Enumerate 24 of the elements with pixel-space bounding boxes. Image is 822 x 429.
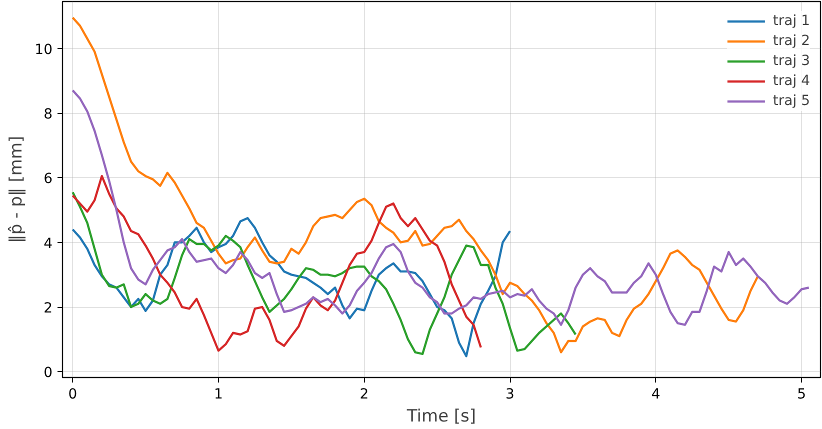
x-tick-label: 2 bbox=[360, 386, 369, 402]
x-tick-label: 5 bbox=[797, 386, 806, 402]
y-tick-label: 6 bbox=[44, 171, 53, 188]
line-series bbox=[72, 191, 577, 355]
x-axis-title: Time [s] bbox=[406, 406, 476, 426]
y-tick-label: 2 bbox=[44, 300, 53, 317]
line-series bbox=[72, 16, 759, 354]
line-series bbox=[72, 217, 512, 358]
line-series bbox=[72, 174, 482, 352]
x-tick-label: 3 bbox=[506, 386, 514, 402]
line-series bbox=[72, 89, 810, 326]
x-tick-label: 4 bbox=[651, 386, 660, 402]
y-tick-label: 4 bbox=[44, 236, 53, 252]
legend-label: traj 2 bbox=[772, 32, 810, 50]
x-tick-label: 0 bbox=[68, 386, 78, 402]
y-axis-title: ‖p̂ - p‖ [mm] bbox=[6, 136, 27, 244]
y-tick-label: 8 bbox=[44, 106, 53, 123]
x-tick-label: 1 bbox=[214, 386, 223, 402]
legend-label: traj 5 bbox=[772, 92, 810, 110]
legend-label: traj 1 bbox=[772, 12, 810, 30]
legend-label: traj 3 bbox=[772, 52, 810, 70]
y-tick-label: 10 bbox=[34, 42, 53, 58]
y-tick-label: 0 bbox=[44, 365, 53, 382]
legend-label: traj 4 bbox=[772, 72, 810, 90]
